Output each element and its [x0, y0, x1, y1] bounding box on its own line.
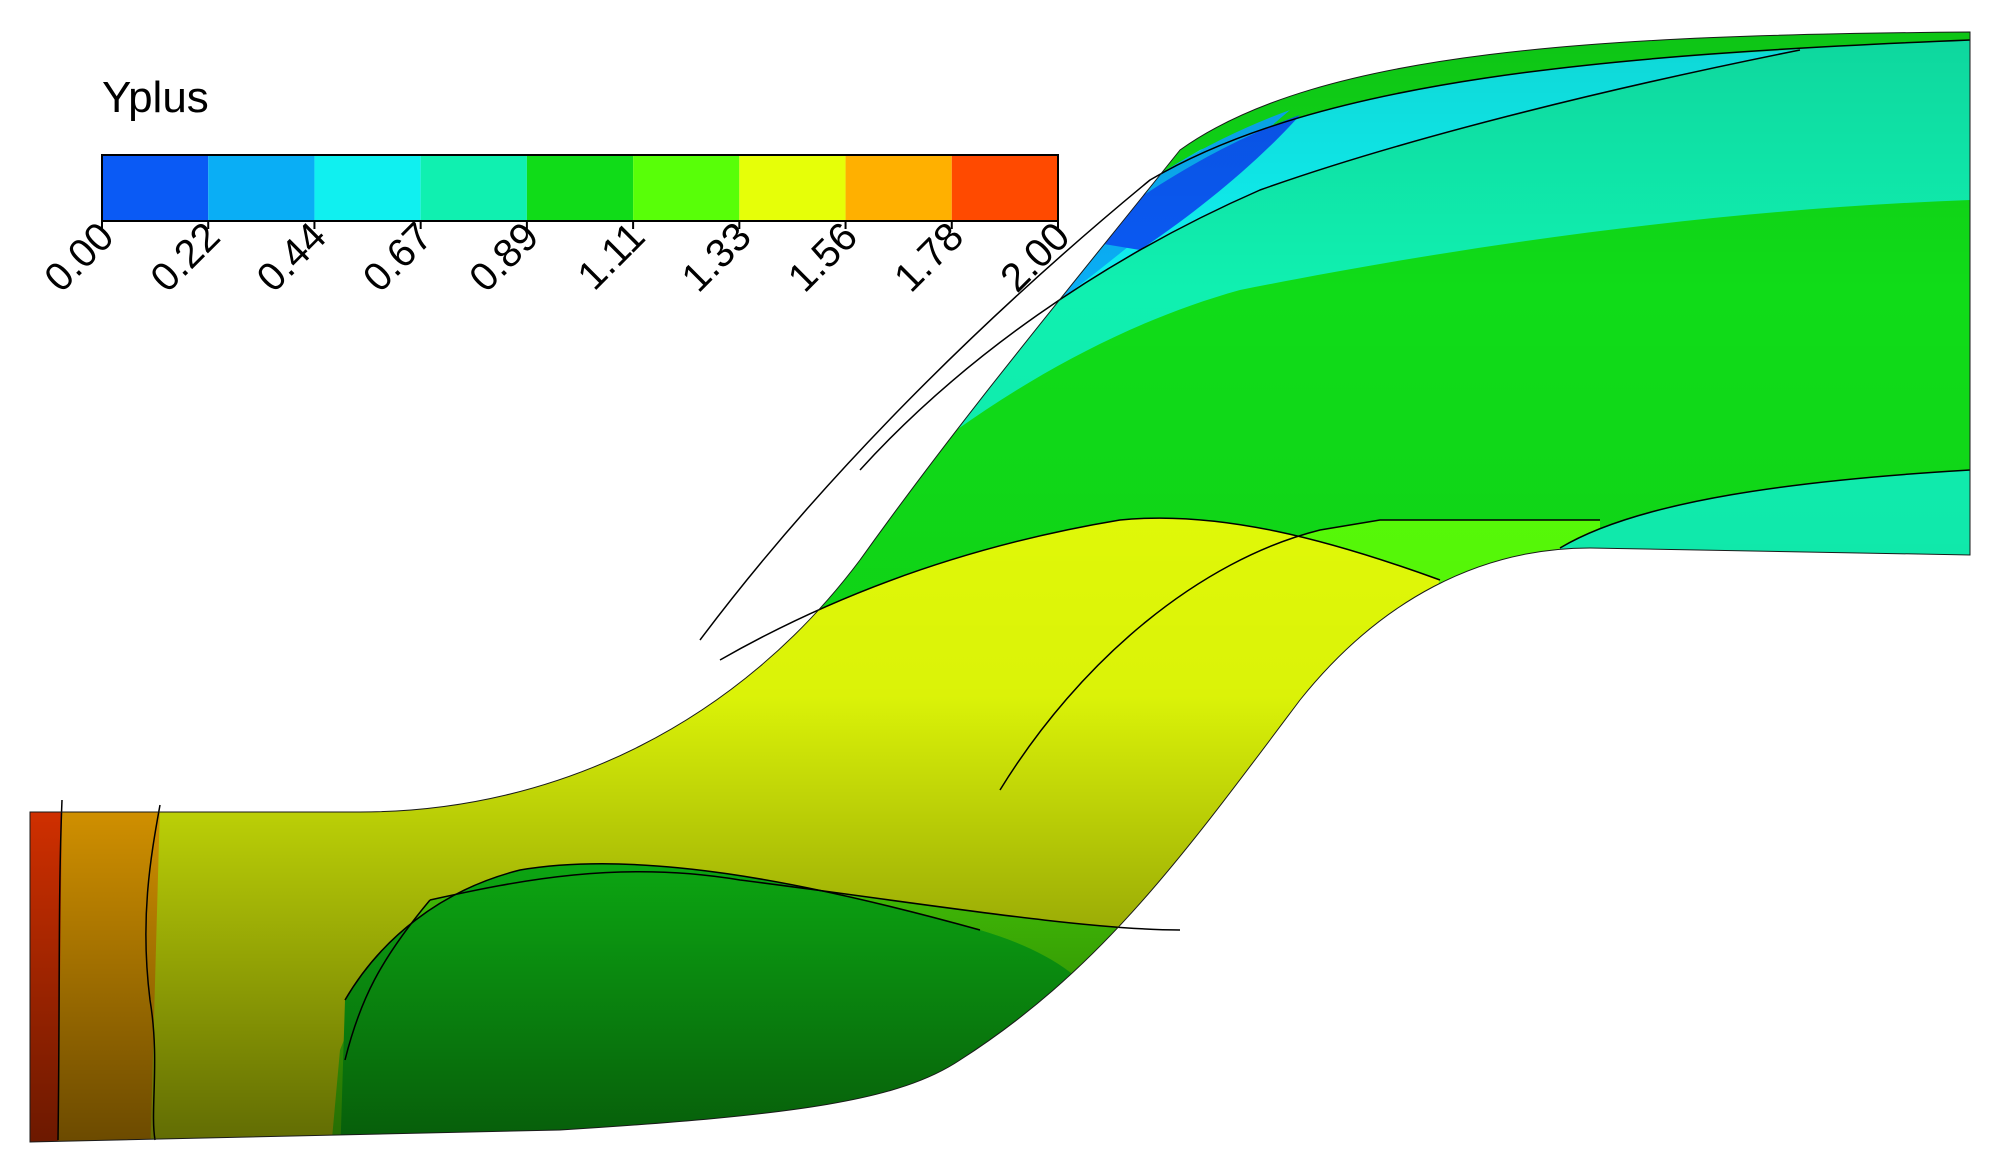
- legend-tick-label: 0.22: [142, 214, 228, 300]
- legend-tick-label: 0.00: [36, 214, 122, 300]
- legend-tick-label: 0.44: [249, 214, 335, 300]
- legend-swatch: [845, 155, 952, 221]
- legend-swatch: [951, 155, 1058, 221]
- legend-swatch: [314, 155, 421, 221]
- legend-tick-label: 1.33: [674, 214, 760, 300]
- legend-swatch: [208, 155, 315, 221]
- legend-frame: [101, 154, 1059, 222]
- legend-tick-label: 2.00: [992, 214, 1078, 300]
- legend-tick-label: 0.67: [355, 214, 441, 300]
- legend-tick-label: 1.56: [780, 214, 866, 300]
- pipe-outline: [29, 31, 1971, 1143]
- legend-swatch: [633, 155, 740, 221]
- legend-ticks: 0.00 0.22 0.44 0.67 0.89 1.11 1.33 1.56 1.78 2.00: [36, 214, 1078, 300]
- contour-lines: [57, 39, 1971, 1141]
- legend-tick-label: 0.89: [461, 214, 547, 300]
- legend-color-bar: [101, 154, 1059, 222]
- legend-swatch: [526, 155, 634, 221]
- legend-swatch: [739, 155, 846, 221]
- legend-tick-label: 1.11: [569, 214, 653, 298]
- color-legend: Yplus 0.00 0.22 0.44 0.67 0.89 1.11 1.33 1.56 1.…: [36, 73, 1078, 300]
- legend-tick-label: 1.78: [886, 214, 972, 300]
- legend-swatch: [102, 155, 209, 221]
- legend-swatch: [420, 155, 527, 221]
- legend-title: Yplus: [102, 73, 209, 122]
